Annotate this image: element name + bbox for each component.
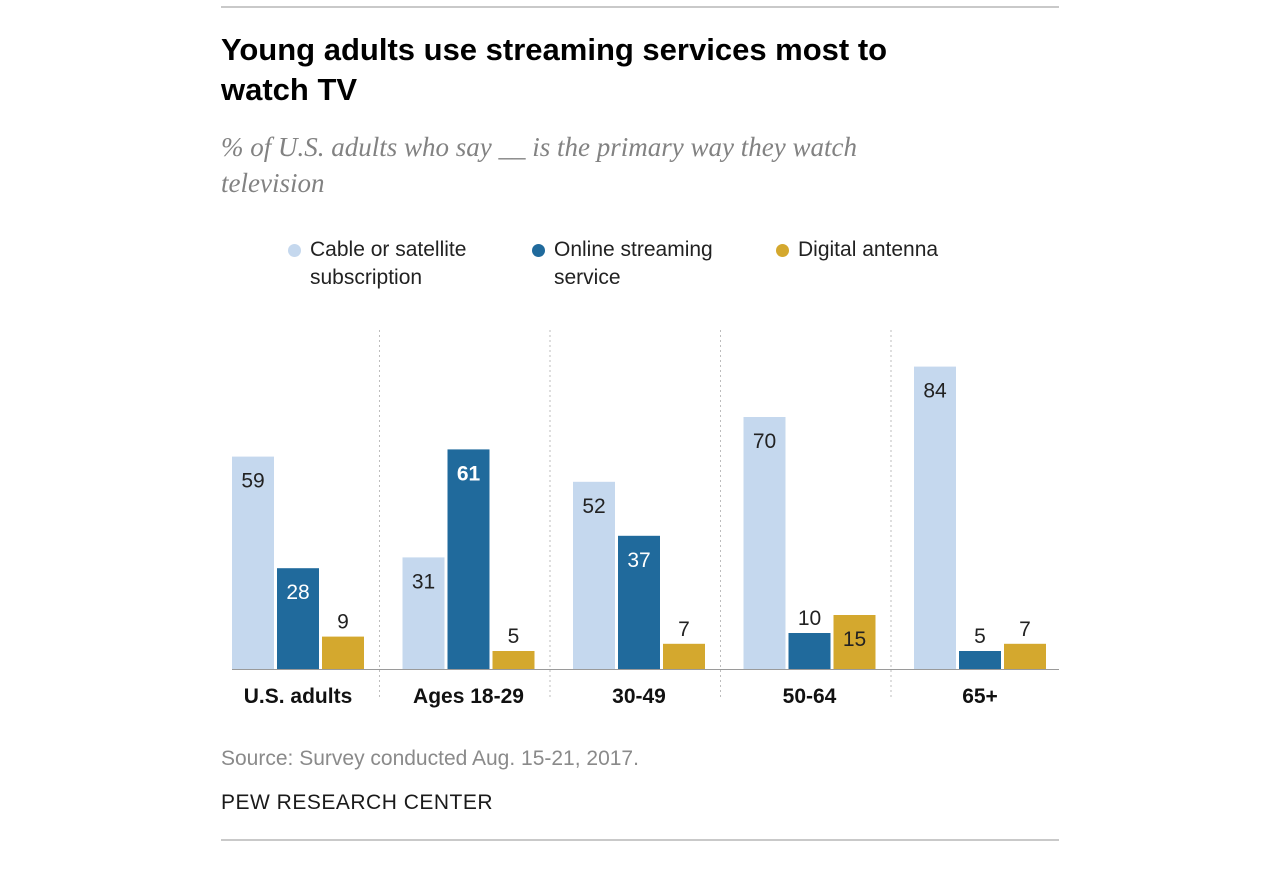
legend-swatch-antenna	[776, 244, 789, 257]
bar	[959, 651, 1001, 669]
bottom-rule	[221, 839, 1059, 841]
bar	[833, 615, 876, 669]
value-label: 70	[753, 430, 776, 453]
legend-item-antenna: Digital antenna	[776, 236, 996, 264]
bar	[492, 651, 535, 669]
bar	[232, 456, 274, 669]
bar	[914, 366, 956, 669]
value-label: 52	[582, 495, 605, 518]
bar	[618, 535, 660, 669]
category-label: Ages 18-29	[413, 685, 524, 708]
value-label: 31	[412, 570, 435, 593]
legend-swatch-cable	[288, 244, 301, 257]
bar	[322, 636, 364, 669]
bar	[447, 449, 490, 669]
legend-label-cable: Cable or satellite subscription	[310, 238, 467, 289]
category-label: 30-49	[612, 685, 666, 708]
value-label: 84	[923, 380, 947, 403]
legend-label-antenna: Digital antenna	[798, 238, 939, 261]
value-label: 59	[241, 470, 264, 493]
bar	[788, 633, 831, 669]
bar	[743, 417, 786, 669]
legend-item-streaming: Online streaming service	[532, 236, 742, 292]
value-label: 5	[508, 625, 520, 648]
bar	[402, 557, 445, 669]
value-label: 7	[1019, 618, 1031, 641]
top-rule	[221, 6, 1059, 8]
bar	[573, 481, 615, 669]
value-label: 10	[798, 607, 821, 630]
value-label: 15	[843, 628, 866, 651]
legend-label-streaming: Online streaming service	[554, 238, 713, 289]
value-label: 37	[627, 549, 650, 572]
category-label: 50-64	[783, 685, 837, 708]
legend-swatch-streaming	[532, 244, 545, 257]
category-label: 65+	[962, 685, 998, 708]
value-label: 7	[678, 618, 690, 641]
bar	[663, 643, 705, 669]
value-label: 9	[337, 611, 349, 634]
category-label: U.S. adults	[244, 685, 353, 708]
value-label: 61	[457, 462, 481, 485]
chart-subtitle: % of U.S. adults who say __ is the prima…	[221, 132, 857, 198]
bar	[1004, 643, 1046, 669]
value-label: 28	[286, 581, 309, 604]
organization-name: PEW RESEARCH CENTER	[221, 791, 494, 814]
legend-item-cable: Cable or satellite subscription	[288, 236, 508, 292]
value-label: 5	[974, 625, 986, 648]
source-note: Source: Survey conducted Aug. 15-21, 201…	[221, 747, 639, 770]
bar	[277, 568, 319, 669]
chart-title: Young adults use streaming services most…	[221, 32, 888, 107]
